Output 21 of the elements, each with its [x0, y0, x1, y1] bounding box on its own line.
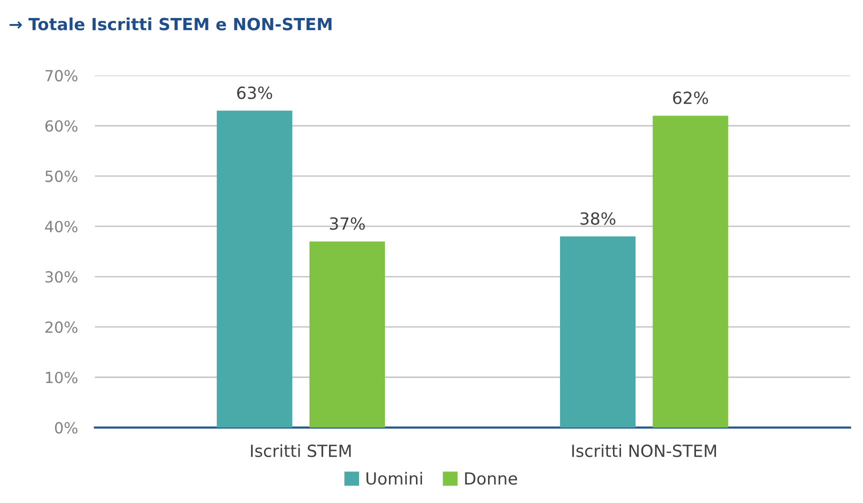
y-tick-label: 60%: [45, 120, 78, 132]
y-tick-label: 0%: [55, 422, 78, 434]
data-label: 38%: [580, 212, 616, 225]
y-tick-label: 70%: [46, 70, 78, 82]
x-tick-label: Iscritti NON-STEM: [572, 444, 716, 458]
bar: [652, 116, 728, 428]
y-tick-label: 10%: [46, 372, 78, 384]
x-tick-label: Iscritti STEM: [251, 444, 351, 458]
y-tick-label: 30%: [45, 271, 78, 283]
y-tick-label: 20%: [45, 321, 78, 333]
bar: [560, 236, 636, 428]
data-label: 37%: [330, 217, 365, 230]
legend-label: Uomini: [366, 472, 422, 485]
data-label: 63%: [237, 86, 272, 100]
chart-title: → Totale Iscritti STEM e NON-STEM: [10, 18, 332, 30]
bar: [309, 241, 385, 428]
y-tick-label: 50%: [45, 170, 78, 182]
y-tick-label: 40%: [45, 220, 78, 232]
data-label: 62%: [673, 92, 708, 104]
bar: [216, 110, 292, 428]
legend-label: Donne: [465, 472, 518, 485]
